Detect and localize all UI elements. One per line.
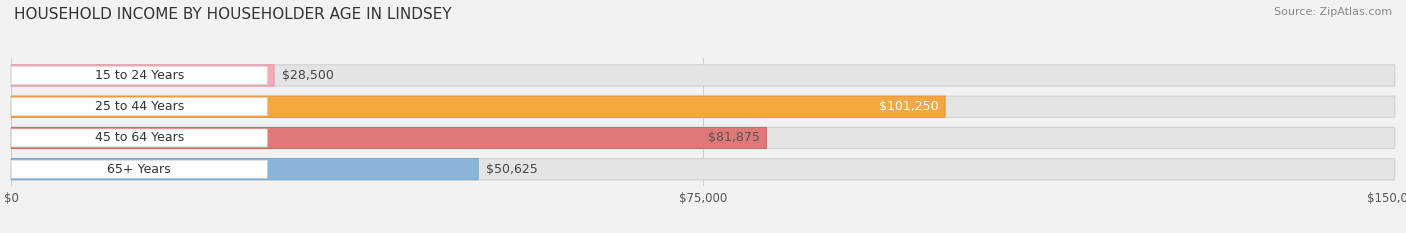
Text: $50,625: $50,625 (486, 163, 538, 176)
FancyBboxPatch shape (11, 65, 274, 86)
Text: 15 to 24 Years: 15 to 24 Years (94, 69, 184, 82)
FancyBboxPatch shape (11, 127, 766, 149)
FancyBboxPatch shape (11, 159, 478, 180)
FancyBboxPatch shape (11, 127, 1395, 149)
FancyBboxPatch shape (11, 66, 267, 84)
Text: HOUSEHOLD INCOME BY HOUSEHOLDER AGE IN LINDSEY: HOUSEHOLD INCOME BY HOUSEHOLDER AGE IN L… (14, 7, 451, 22)
FancyBboxPatch shape (11, 96, 1395, 117)
FancyBboxPatch shape (11, 160, 267, 178)
FancyBboxPatch shape (11, 96, 945, 117)
FancyBboxPatch shape (11, 98, 267, 116)
Text: $101,250: $101,250 (879, 100, 938, 113)
Text: 25 to 44 Years: 25 to 44 Years (94, 100, 184, 113)
Text: $28,500: $28,500 (283, 69, 335, 82)
Text: 45 to 64 Years: 45 to 64 Years (94, 131, 184, 144)
Text: Source: ZipAtlas.com: Source: ZipAtlas.com (1274, 7, 1392, 17)
Text: $81,875: $81,875 (707, 131, 759, 144)
FancyBboxPatch shape (11, 159, 1395, 180)
FancyBboxPatch shape (11, 129, 267, 147)
Text: 65+ Years: 65+ Years (107, 163, 172, 176)
FancyBboxPatch shape (11, 65, 1395, 86)
